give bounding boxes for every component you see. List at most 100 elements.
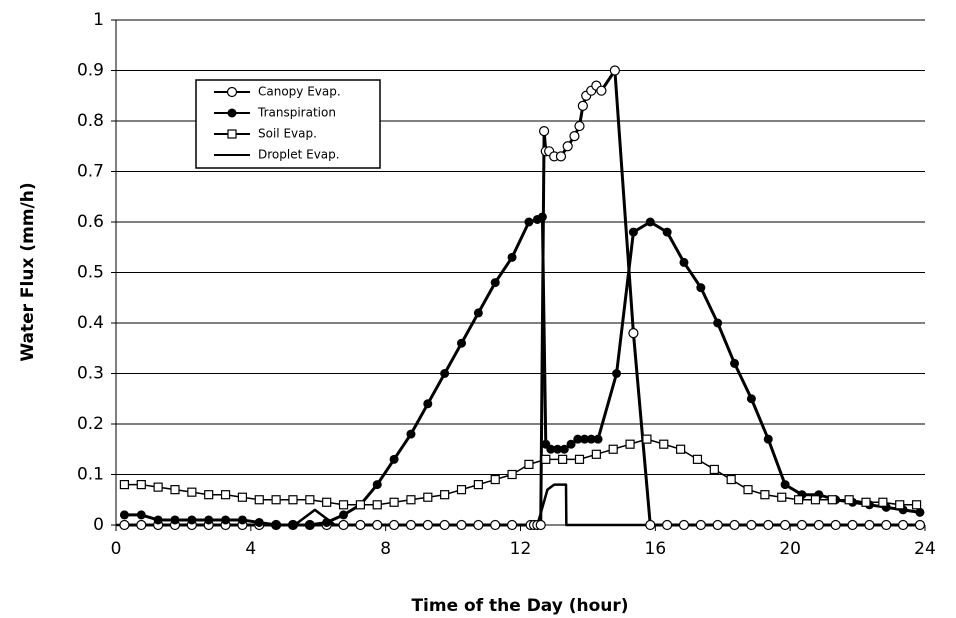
marker bbox=[372, 500, 382, 510]
marker bbox=[490, 278, 500, 288]
marker bbox=[813, 519, 824, 531]
marker bbox=[746, 394, 756, 404]
marker bbox=[864, 519, 875, 531]
x-tick-label: 0 bbox=[111, 539, 122, 559]
marker bbox=[221, 515, 231, 525]
marker bbox=[440, 490, 450, 500]
marker bbox=[423, 492, 433, 502]
marker bbox=[537, 212, 547, 222]
x-axis-title: Time of the Day (hour) bbox=[411, 596, 628, 616]
marker bbox=[810, 495, 821, 505]
marker bbox=[355, 519, 366, 531]
marker bbox=[271, 495, 281, 505]
marker bbox=[237, 492, 248, 502]
marker bbox=[136, 519, 147, 531]
marker bbox=[696, 283, 706, 293]
marker bbox=[507, 469, 517, 480]
x-tick-label: 8 bbox=[380, 539, 391, 559]
marker bbox=[271, 520, 281, 530]
marker bbox=[612, 369, 622, 378]
marker bbox=[535, 519, 546, 531]
marker bbox=[372, 480, 382, 490]
marker bbox=[456, 519, 467, 531]
marker bbox=[254, 517, 264, 527]
marker bbox=[204, 490, 214, 500]
marker bbox=[406, 495, 416, 505]
marker bbox=[780, 519, 791, 531]
marker bbox=[372, 519, 383, 531]
marker bbox=[439, 519, 450, 531]
marker bbox=[642, 434, 652, 444]
legend-label: Soil Evap. bbox=[258, 127, 317, 141]
marker bbox=[692, 454, 703, 464]
y-tick-label: 0.4 bbox=[77, 313, 104, 333]
marker bbox=[609, 65, 620, 76]
marker bbox=[729, 519, 740, 531]
marker bbox=[204, 515, 214, 525]
marker bbox=[645, 217, 655, 227]
marker bbox=[793, 495, 804, 505]
marker bbox=[586, 434, 596, 444]
marker bbox=[760, 490, 770, 500]
marker bbox=[524, 217, 534, 227]
marker bbox=[577, 100, 588, 111]
marker bbox=[679, 257, 689, 267]
marker bbox=[322, 517, 332, 527]
marker bbox=[897, 519, 909, 531]
marker bbox=[473, 519, 484, 531]
marker bbox=[569, 131, 580, 142]
marker bbox=[830, 519, 841, 531]
marker bbox=[726, 474, 736, 485]
marker bbox=[490, 519, 501, 531]
marker bbox=[457, 338, 467, 348]
marker bbox=[559, 444, 569, 454]
y-tick-label: 0.6 bbox=[77, 212, 104, 232]
marker bbox=[608, 444, 618, 454]
marker bbox=[662, 227, 672, 237]
y-tick-label: 0.2 bbox=[77, 414, 104, 434]
marker bbox=[288, 495, 298, 505]
marker bbox=[119, 510, 129, 520]
marker bbox=[555, 151, 567, 162]
marker bbox=[288, 520, 298, 530]
y-tick-label: 0.9 bbox=[77, 61, 104, 81]
marker bbox=[625, 439, 635, 449]
marker bbox=[881, 519, 892, 531]
marker bbox=[777, 492, 787, 502]
marker bbox=[322, 497, 332, 507]
marker bbox=[730, 358, 740, 368]
marker bbox=[743, 485, 753, 495]
marker bbox=[170, 485, 180, 495]
marker bbox=[911, 500, 922, 510]
y-tick-label: 0 bbox=[93, 515, 104, 535]
marker bbox=[524, 459, 534, 469]
marker bbox=[153, 515, 163, 525]
marker bbox=[645, 519, 656, 531]
marker bbox=[763, 434, 773, 444]
marker bbox=[914, 519, 926, 531]
legend-box bbox=[195, 79, 381, 169]
marker bbox=[473, 308, 483, 318]
marker bbox=[713, 318, 723, 328]
marker bbox=[659, 439, 669, 449]
marker bbox=[591, 449, 601, 459]
x-tick-label: 24 bbox=[914, 539, 936, 559]
marker bbox=[389, 497, 399, 507]
legend-label: Transpiration bbox=[257, 106, 336, 120]
x-tick-label: 16 bbox=[645, 539, 667, 559]
marker bbox=[119, 480, 130, 490]
y-tick-label: 0.7 bbox=[77, 162, 104, 182]
marker bbox=[490, 474, 500, 485]
marker bbox=[389, 454, 399, 464]
marker bbox=[153, 482, 163, 492]
marker bbox=[746, 519, 757, 531]
marker bbox=[566, 439, 576, 449]
marker bbox=[507, 252, 517, 262]
marker bbox=[227, 129, 237, 139]
marker bbox=[763, 519, 774, 531]
marker bbox=[574, 120, 585, 132]
legend-label: Canopy Evap. bbox=[258, 85, 341, 99]
marker bbox=[844, 495, 854, 505]
y-axis-title: Water Flux (mm/h) bbox=[18, 182, 38, 361]
marker bbox=[895, 500, 905, 510]
